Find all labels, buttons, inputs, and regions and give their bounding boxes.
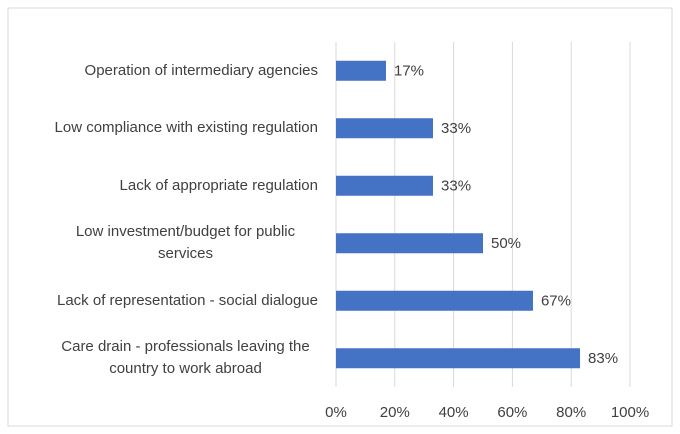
bar bbox=[336, 175, 434, 196]
x-tick-label: 0% bbox=[325, 404, 347, 421]
category-label-box: Low investment/budget for public service… bbox=[53, 213, 318, 273]
value-label: 67% bbox=[541, 293, 571, 310]
x-tick-label: 100% bbox=[611, 404, 649, 421]
x-tick-label: 20% bbox=[380, 404, 410, 421]
bar bbox=[336, 233, 483, 254]
category-label-box: Low compliance with existing regulation bbox=[55, 98, 318, 158]
bar bbox=[336, 118, 434, 139]
bar bbox=[336, 348, 581, 369]
category-label-box: Lack of representation - social dialogue bbox=[57, 271, 318, 331]
x-tick-label: 60% bbox=[497, 404, 527, 421]
y-tick-label: Low investment/budget for public service… bbox=[75, 223, 296, 263]
category-label-box: Operation of intermediary agencies bbox=[85, 41, 318, 101]
y-tick-label: Lack of representation - social dialogue bbox=[57, 291, 318, 309]
value-label: 33% bbox=[441, 178, 471, 195]
y-tick-label: Lack of appropriate regulation bbox=[119, 176, 318, 194]
bar bbox=[336, 290, 533, 311]
bar bbox=[336, 60, 386, 81]
value-label: 33% bbox=[441, 120, 471, 137]
category-label-box: Care drain - professionals leaving the c… bbox=[53, 328, 318, 388]
y-tick-label: Low compliance with existing regulation bbox=[54, 119, 318, 137]
y-tick-label: Care drain - professionals leaving the c… bbox=[61, 338, 310, 378]
category-label-box: Lack of appropriate regulation bbox=[120, 156, 318, 216]
y-tick-label: Operation of intermediary agencies bbox=[84, 61, 318, 79]
value-label: 17% bbox=[394, 63, 424, 80]
chart-border bbox=[7, 7, 673, 427]
x-tick-label: 40% bbox=[439, 404, 469, 421]
x-tick-label: 80% bbox=[556, 404, 586, 421]
value-label: 50% bbox=[491, 235, 521, 252]
value-label: 83% bbox=[588, 350, 618, 367]
